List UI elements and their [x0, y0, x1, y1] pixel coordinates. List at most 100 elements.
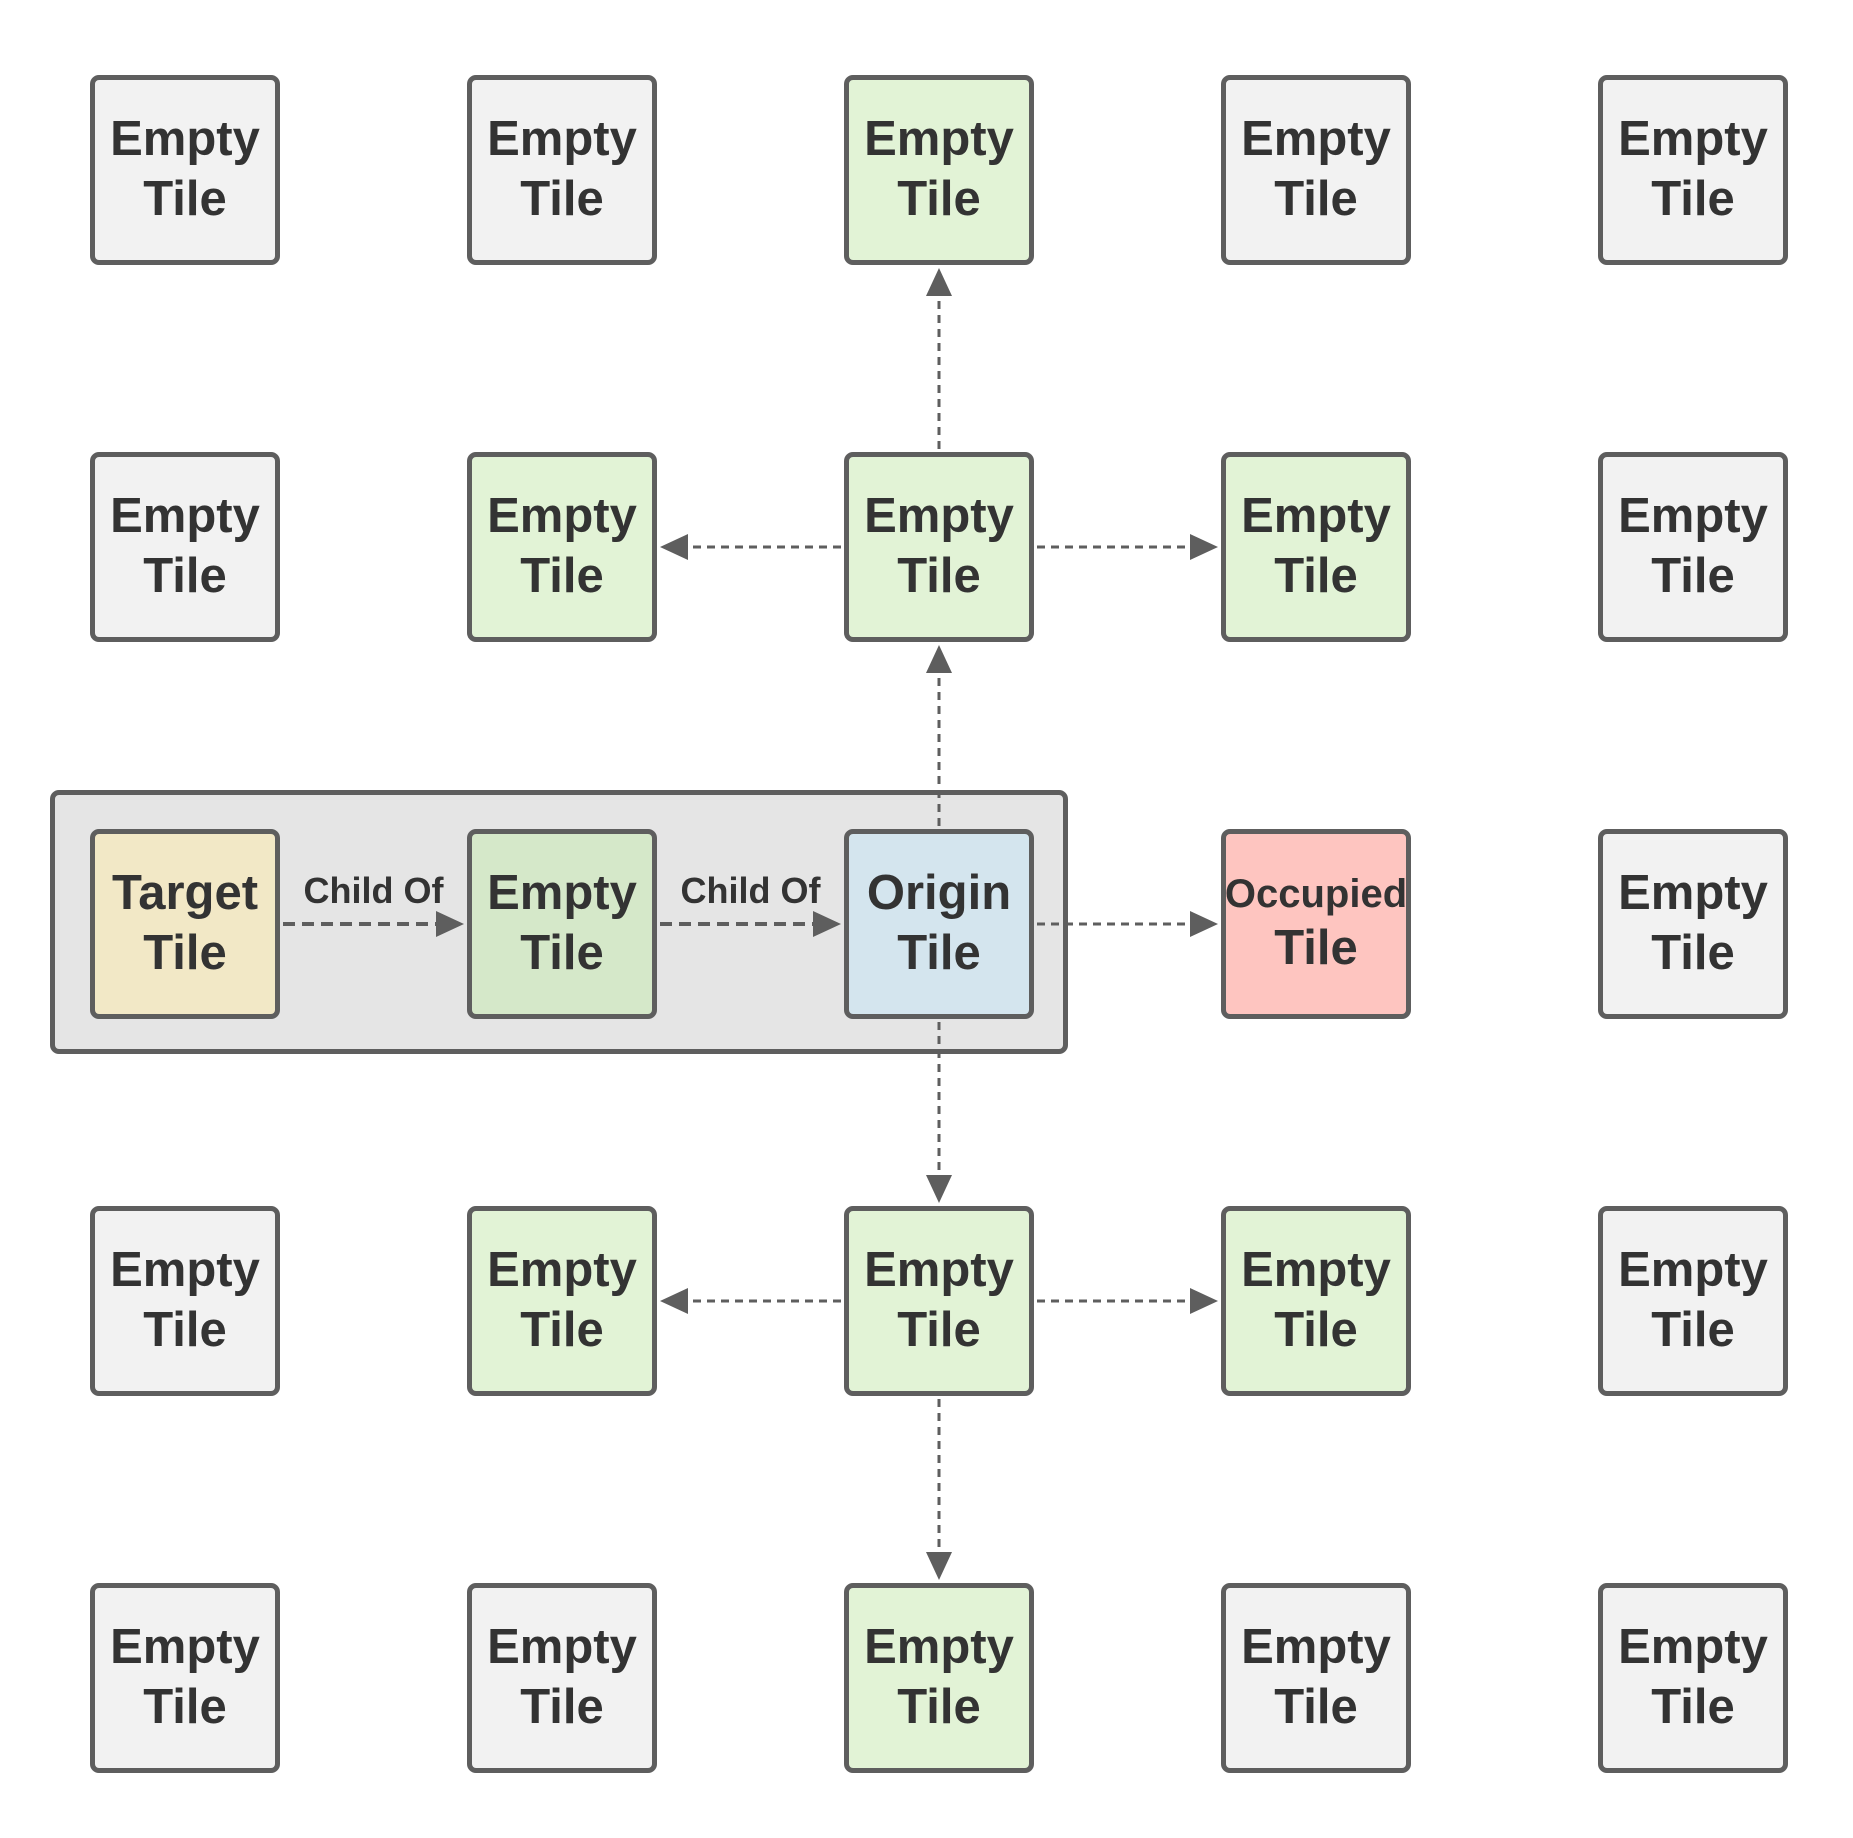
tile-label-line2: Tile [1651, 549, 1735, 603]
edge-r1c2-to-r1c1 [660, 534, 841, 560]
tile-label-line1: Empty [110, 112, 260, 167]
tile-label-line1: Empty [487, 1620, 637, 1675]
tile-label-line2: Tile [1651, 172, 1735, 226]
empty-tile-r2c4: Empty Tile [1598, 829, 1788, 1019]
occupied-tile-r2c3: Occupied Tile [1221, 829, 1411, 1019]
tile-label-line2: Tile [897, 549, 981, 603]
tile-label-line2: Tile [520, 549, 604, 603]
edge-label-child-of: Child Of [303, 870, 444, 911]
explored-tile-r1c3: Empty Tile [1221, 452, 1411, 642]
explored-tile-r3c1: Empty Tile [467, 1206, 657, 1396]
arrowhead-icon [926, 1175, 952, 1203]
tile-label-line1: Empty [864, 1243, 1014, 1298]
arrowhead-icon [813, 911, 841, 937]
tile-label-line1: Empty [110, 489, 260, 544]
explored-tile-r0c2: Empty Tile [844, 75, 1034, 265]
edge-r2c0-to-r2c1 [283, 911, 464, 937]
tile-label-line1: Empty [1241, 112, 1391, 167]
tile-label-line1: Empty [1618, 489, 1768, 544]
explored-tile-r1c2: Empty Tile [844, 452, 1034, 642]
edge-r3c2-to-r3c1 [660, 1288, 841, 1314]
target-tile-r2c0: Target Tile [90, 829, 280, 1019]
empty-tile-r4c0: Empty Tile [90, 1583, 280, 1773]
path-tile-r2c1: Empty Tile [467, 829, 657, 1019]
tile-label-line2: Tile [897, 1680, 981, 1734]
edge-r2c2-to-r1c2 [926, 645, 952, 826]
tile-label-line2: Tile [1274, 1680, 1358, 1734]
explored-tile-r3c2: Empty Tile [844, 1206, 1034, 1396]
empty-tile-r4c3: Empty Tile [1221, 1583, 1411, 1773]
origin-tile-r2c2: Origin Tile [844, 829, 1034, 1019]
tile-label-line2: Tile [1651, 1303, 1735, 1357]
tile-label-line2: Tile [143, 1680, 227, 1734]
empty-tile-r0c0: Empty Tile [90, 75, 280, 265]
tile-label-line1: Empty [487, 112, 637, 167]
tile-label-line2: Tile [1651, 1680, 1735, 1734]
edge-r3c2-to-r4c2 [926, 1399, 952, 1580]
edge-r2c1-to-r2c2 [660, 911, 841, 937]
arrowhead-icon [1190, 534, 1218, 560]
arrowhead-icon [1190, 1288, 1218, 1314]
tile-label-line1: Empty [487, 1243, 637, 1298]
edge-r1c2-to-r1c3 [1037, 534, 1218, 560]
edge-r1c2-to-r0c2 [926, 268, 952, 449]
tile-label-line1: Empty [487, 489, 637, 544]
tile-label-line2: Tile [520, 172, 604, 226]
tile-label-line2: Tile [897, 926, 981, 980]
tile-label-line2: Tile [1274, 920, 1358, 975]
tile-label-line2: Tile [143, 1303, 227, 1357]
tile-label-line1: Empty [1618, 112, 1768, 167]
tile-label-line1: Empty [1241, 1620, 1391, 1675]
arrowhead-icon [436, 911, 464, 937]
arrowhead-icon [926, 1552, 952, 1580]
tile-label-line1: Empty [864, 1620, 1014, 1675]
tile-label-line1: Origin [866, 866, 1012, 921]
empty-tile-r1c4: Empty Tile [1598, 452, 1788, 642]
tile-label-line1: Empty [110, 1620, 260, 1675]
tile-label-line2: Tile [143, 549, 227, 603]
tile-label-line2: Tile [520, 1303, 604, 1357]
tile-label-line2: Tile [520, 926, 604, 980]
tile-label-line2: Tile [1274, 549, 1358, 603]
tile-label-line2: Tile [143, 926, 227, 980]
tile-label-line1: Empty [1618, 1243, 1768, 1298]
tile-label-line1: Empty [110, 1243, 260, 1298]
edge-r3c2-to-r3c3 [1037, 1288, 1218, 1314]
arrowhead-icon [660, 534, 688, 560]
explored-tile-r3c3: Empty Tile [1221, 1206, 1411, 1396]
tile-label-line1: Empty [1241, 489, 1391, 544]
tile-label-line2: Tile [143, 172, 227, 226]
tile-label-line1: Empty [1618, 866, 1768, 921]
empty-tile-r4c4: Empty Tile [1598, 1583, 1788, 1773]
empty-tile-r4c1: Empty Tile [467, 1583, 657, 1773]
empty-tile-r0c3: Empty Tile [1221, 75, 1411, 265]
tile-label-line2: Tile [1274, 172, 1358, 226]
tile-label-line1: Empty [1241, 1243, 1391, 1298]
edge-r2c2-to-r3c2 [926, 1022, 952, 1203]
empty-tile-r1c0: Empty Tile [90, 452, 280, 642]
tile-label-line1: Empty [487, 866, 637, 921]
tile-label-line1: Target [111, 866, 259, 921]
empty-tile-r0c1: Empty Tile [467, 75, 657, 265]
explored-tile-r4c2: Empty Tile [844, 1583, 1034, 1773]
empty-tile-r3c4: Empty Tile [1598, 1206, 1788, 1396]
edge-r2c2-to-r2c3 [1037, 911, 1218, 937]
edge-label-child-of: Child Of [680, 870, 821, 911]
arrowhead-icon [660, 1288, 688, 1314]
tile-label-line1: Empty [1618, 1620, 1768, 1675]
arrowhead-icon [926, 645, 952, 673]
tile-label-line1: Empty [864, 489, 1014, 544]
empty-tile-r3c0: Empty Tile [90, 1206, 280, 1396]
tile-label-line2: Tile [1651, 926, 1735, 980]
tile-label-line2: Tile [897, 172, 981, 226]
tile-label-line1: Empty [864, 112, 1014, 167]
arrowhead-icon [926, 268, 952, 296]
tile-label-line2: Tile [1274, 1303, 1358, 1357]
empty-tile-r0c4: Empty Tile [1598, 75, 1788, 265]
tile-label-line2: Tile [897, 1303, 981, 1357]
tile-label-line1: Occupied [1224, 871, 1408, 916]
explored-tile-r1c1: Empty Tile [467, 452, 657, 642]
tile-label-line2: Tile [520, 1680, 604, 1734]
